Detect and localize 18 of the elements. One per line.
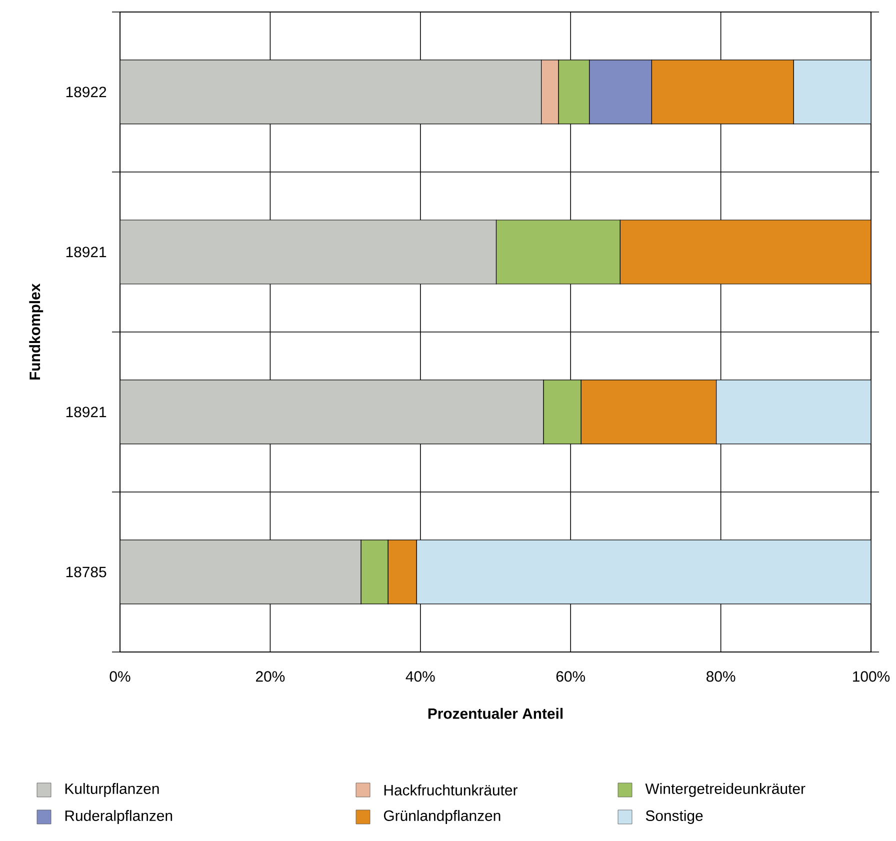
x-tick-label: 40% — [406, 671, 435, 682]
x-tick-label: 0% — [110, 671, 130, 682]
legend-label: Hackfruchtunkräuter — [384, 784, 518, 796]
x-axis-title: Prozentualer Anteil — [428, 708, 563, 719]
legend-label: Sonstige — [646, 810, 703, 824]
y-tick-label: 18921 — [66, 246, 106, 258]
y-tick-label: 18785 — [66, 566, 106, 578]
legend-label: Grünlandpflanzen — [384, 810, 500, 824]
legend-label: Kulturpflanzen — [65, 783, 159, 797]
legend-label: Ruderalpflanzen — [65, 810, 172, 824]
x-tick-label: 100% — [853, 671, 890, 682]
legend-label: Wintergetreideunkräuter — [645, 783, 806, 797]
x-tick-label: 20% — [256, 671, 285, 682]
y-tick-label: 18921 — [66, 406, 106, 418]
x-tick-label: 80% — [706, 671, 736, 682]
y-tick-label: 18922 — [66, 86, 106, 98]
y-axis-title: Fundkomplex — [29, 284, 44, 380]
x-tick-label: 60% — [556, 671, 586, 682]
